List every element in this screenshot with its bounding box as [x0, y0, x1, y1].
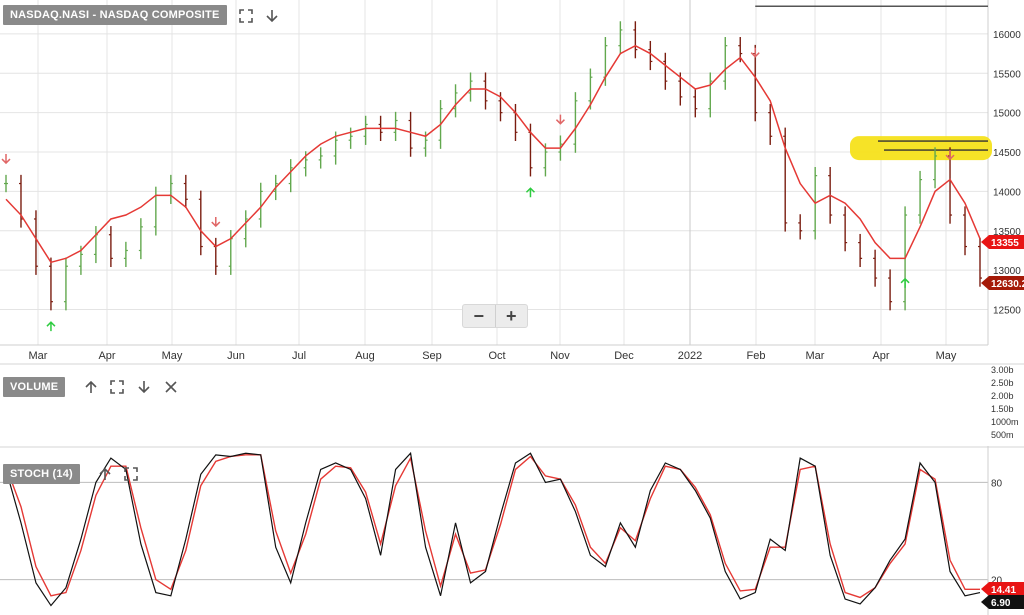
volume-tick-label: 500m: [991, 430, 1014, 440]
buy-arrow-icon: [46, 321, 56, 332]
close-price-tag: 12630.2: [991, 279, 1024, 290]
volume-tick-label: 1.50b: [991, 404, 1014, 414]
month-tick-label: Sep: [422, 350, 442, 362]
main-panel-title[interactable]: NASDAQ.NASI - NASDAQ COMPOSITE: [3, 5, 227, 25]
month-tick-label: Nov: [550, 350, 570, 362]
zoom-in-button[interactable]: +: [505, 305, 517, 326]
zoom-controls: − +: [462, 304, 528, 328]
month-tick-label: Mar: [29, 350, 48, 362]
volume-tick-label: 2.00b: [991, 391, 1014, 401]
stoch-panel-title[interactable]: STOCH (14): [3, 464, 80, 484]
month-tick-label: Mar: [806, 350, 825, 362]
expand-icon[interactable]: [124, 467, 138, 481]
price-tick-label: 16000: [993, 30, 1021, 41]
stoch-d-tag: 14.41: [991, 585, 1016, 596]
expand-icon[interactable]: [110, 380, 124, 394]
price-tick-label: 15500: [993, 69, 1021, 80]
month-tick-label: Jun: [227, 350, 245, 362]
resistance-highlight: [850, 136, 992, 161]
close-icon[interactable]: [164, 380, 178, 394]
zoom-divider: [494, 305, 496, 327]
month-tick-label: Aug: [355, 350, 375, 362]
buy-arrow-icon: [525, 187, 535, 198]
last-price-tag: 13355: [991, 238, 1019, 249]
last-price-tag-shape: [981, 235, 1024, 249]
buy-arrow-icon: [900, 277, 910, 288]
expand-icon[interactable]: [239, 9, 253, 23]
stoch-d-line: [5, 454, 980, 599]
stochastic-chart[interactable]: 20 80 14.41 6.90: [0, 446, 1024, 615]
sell-arrow-icon: [945, 150, 955, 161]
sell-arrow-icon: [211, 217, 221, 228]
month-tick-label: May: [162, 350, 183, 362]
price-tick-label: 13000: [993, 266, 1021, 277]
stoch-k-line: [5, 451, 981, 607]
month-tick-label: 2022: [678, 350, 702, 362]
price-tick-label: 14000: [993, 187, 1021, 198]
arrow-up-icon[interactable]: [84, 380, 98, 394]
arrow-up-icon[interactable]: [98, 467, 112, 481]
month-tick-label: Apr: [98, 350, 115, 362]
month-tick-label: Jul: [292, 350, 306, 362]
stoch-tick-label: 80: [991, 478, 1003, 489]
stoch-tick-label: 20: [991, 576, 1003, 587]
sell-arrow-icon: [555, 114, 565, 125]
stoch-k-tag-shape: [981, 595, 1024, 609]
price-tick-label: 15000: [993, 109, 1021, 120]
volume-tick-label: 2.50b: [991, 378, 1014, 388]
month-tick-label: Apr: [872, 350, 889, 362]
arrow-down-icon[interactable]: [265, 9, 279, 23]
close-price-tag-shape: [981, 276, 1024, 290]
month-tick-label: Feb: [747, 350, 766, 362]
sell-arrow-icon: [1, 154, 11, 165]
price-tick-label: 13500: [993, 227, 1021, 238]
price-tick-label: 12500: [993, 306, 1021, 317]
stoch-k-tag: 6.90: [991, 598, 1011, 609]
stoch-d-tag-shape: [981, 582, 1024, 596]
volume-panel-title[interactable]: VOLUME: [3, 377, 66, 397]
moving-average-line: [5, 44, 981, 264]
zoom-out-button[interactable]: −: [473, 305, 484, 326]
arrow-down-icon[interactable]: [137, 380, 151, 394]
price-chart[interactable]: 12500 13000 13500 14000 14500 15000 15500 16000…: [0, 0, 1024, 368]
month-tick-label: Dec: [614, 350, 634, 362]
sell-arrow-icon: [750, 47, 760, 58]
month-tick-label: May: [936, 350, 957, 362]
volume-axis: 3.00b 2.50b 2.00b 1.50b 1000m 500m: [0, 363, 1024, 440]
volume-tick-label: 1000m: [991, 417, 1019, 427]
price-tick-label: 14500: [993, 148, 1021, 159]
volume-tick-label: 3.00b: [991, 365, 1014, 375]
month-tick-label: Oct: [488, 350, 505, 362]
